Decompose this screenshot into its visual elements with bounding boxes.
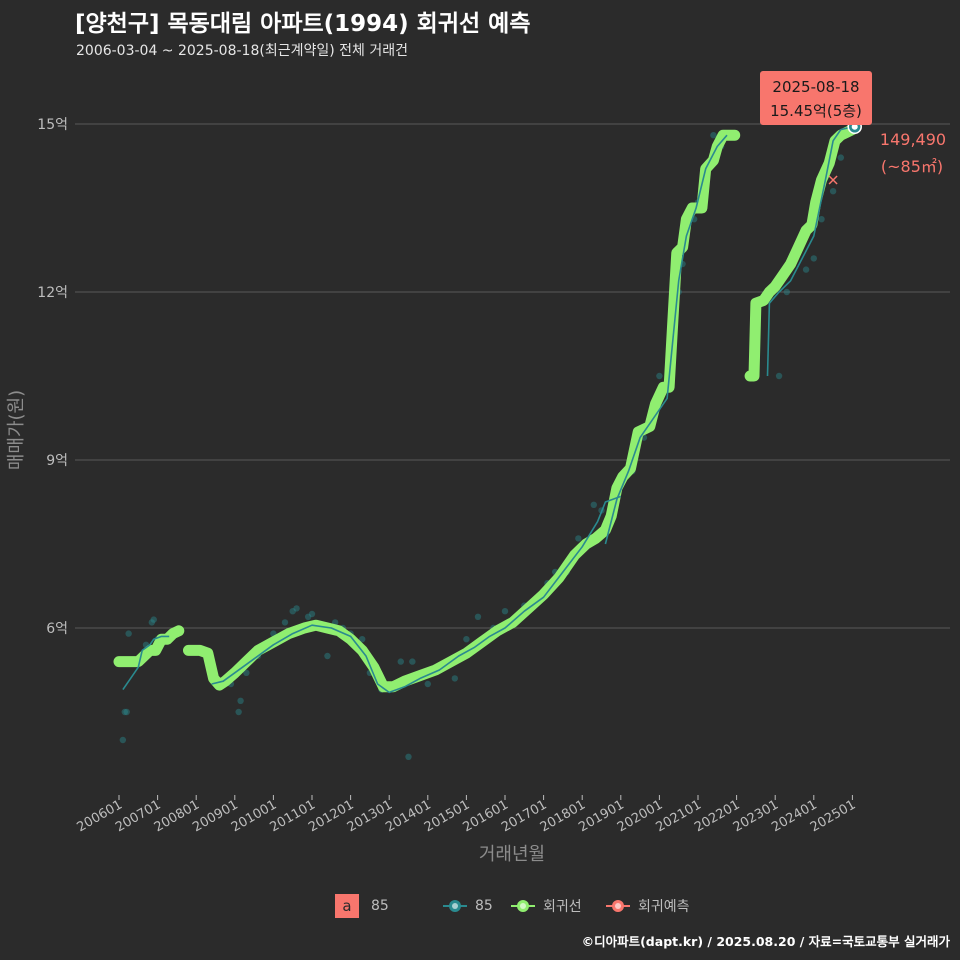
source-credit: ©디아파트(dapt.kr) / 2025.08.20 / 자료=국토교통부 실… xyxy=(581,934,950,949)
scatter-point xyxy=(474,613,482,620)
series-85-line xyxy=(604,134,728,545)
latest-label-box xyxy=(760,71,872,125)
scatter-point xyxy=(501,608,509,615)
regression-line xyxy=(744,124,858,382)
scatter-point xyxy=(463,636,470,643)
y-axis-title: 매매가(원) xyxy=(6,390,27,470)
scatter-point xyxy=(837,154,845,161)
legend-item-85[interactable]: 85 xyxy=(443,892,493,920)
chart-subtitle: 2006-03-04 ~ 2025-08-18(최근계약일) 전체 거래건 xyxy=(76,43,408,59)
prediction-area-label: (~85㎡) xyxy=(881,157,943,176)
legend-label-key: a xyxy=(335,894,359,918)
y-tick-label: 12억 xyxy=(37,285,68,301)
scatter-point xyxy=(409,658,416,665)
scatter-point xyxy=(304,613,312,620)
latest-label-date: 2025-08-18 xyxy=(772,78,859,96)
series-85-line xyxy=(766,126,853,377)
scatter-point xyxy=(123,708,130,716)
scatter-point xyxy=(125,630,132,637)
scatter-point xyxy=(235,708,242,716)
legend-item-regression[interactable]: 회귀선 xyxy=(511,892,582,920)
scatter-point xyxy=(424,680,431,688)
legend-85-key xyxy=(443,894,467,918)
scatter-point xyxy=(308,610,316,618)
scatter-point xyxy=(281,619,289,626)
scatter-point xyxy=(451,675,459,682)
scatter-point xyxy=(783,288,790,296)
legend-prediction-text: 회귀예측 xyxy=(638,899,690,915)
scatter-point xyxy=(119,736,127,744)
scatter-point xyxy=(405,753,412,760)
scatter-point xyxy=(150,616,157,623)
scatter-point xyxy=(121,708,128,716)
scatter-point xyxy=(243,669,250,676)
scatter-point xyxy=(818,216,825,223)
legend-item-prediction[interactable]: 회귀예측 xyxy=(606,892,690,920)
scatter-point xyxy=(289,608,296,615)
legend-regression-text: 회귀선 xyxy=(543,899,582,915)
legend-prediction-key xyxy=(606,894,630,918)
scatter-point xyxy=(590,501,597,508)
x-axis-title: 거래년월 xyxy=(479,844,545,865)
scatter-point xyxy=(324,652,331,660)
legend: a 85 85 회귀선 회귀예측 xyxy=(0,892,960,922)
series-85-line xyxy=(122,635,170,691)
legend-85-text: 85 xyxy=(475,898,493,914)
legend-item-label[interactable]: a 85 xyxy=(335,892,389,920)
latest-label-price: 15.45억(5층) xyxy=(770,102,862,120)
plot-panel xyxy=(75,65,950,795)
legend-label-text: 85 xyxy=(371,898,389,914)
scatter-point xyxy=(237,697,244,704)
prediction-value-label: 149,490 xyxy=(880,130,946,149)
chart-title: [양천구] 목동대림 아파트(1994) 회귀선 예측 xyxy=(75,11,531,37)
prediction-marker xyxy=(828,175,838,185)
scatter-point xyxy=(810,255,817,262)
scatter-point xyxy=(148,619,156,626)
scatter-point xyxy=(575,535,582,542)
series-85-line xyxy=(211,495,622,694)
scatter-point xyxy=(656,372,663,380)
y-tick-label: 6억 xyxy=(46,621,68,637)
scatter-point xyxy=(802,266,810,273)
scatter-point xyxy=(775,372,783,380)
scatter-point xyxy=(397,658,404,665)
scatter-point xyxy=(710,132,717,139)
latest-point-core xyxy=(851,123,858,130)
scatter-point xyxy=(358,636,366,643)
scatter-point xyxy=(293,605,300,612)
y-tick-label: 15억 xyxy=(37,117,68,133)
scatter-point xyxy=(829,188,837,195)
legend-regression-key xyxy=(511,894,535,918)
y-tick-label: 9억 xyxy=(46,453,68,469)
regression-line xyxy=(183,129,741,693)
